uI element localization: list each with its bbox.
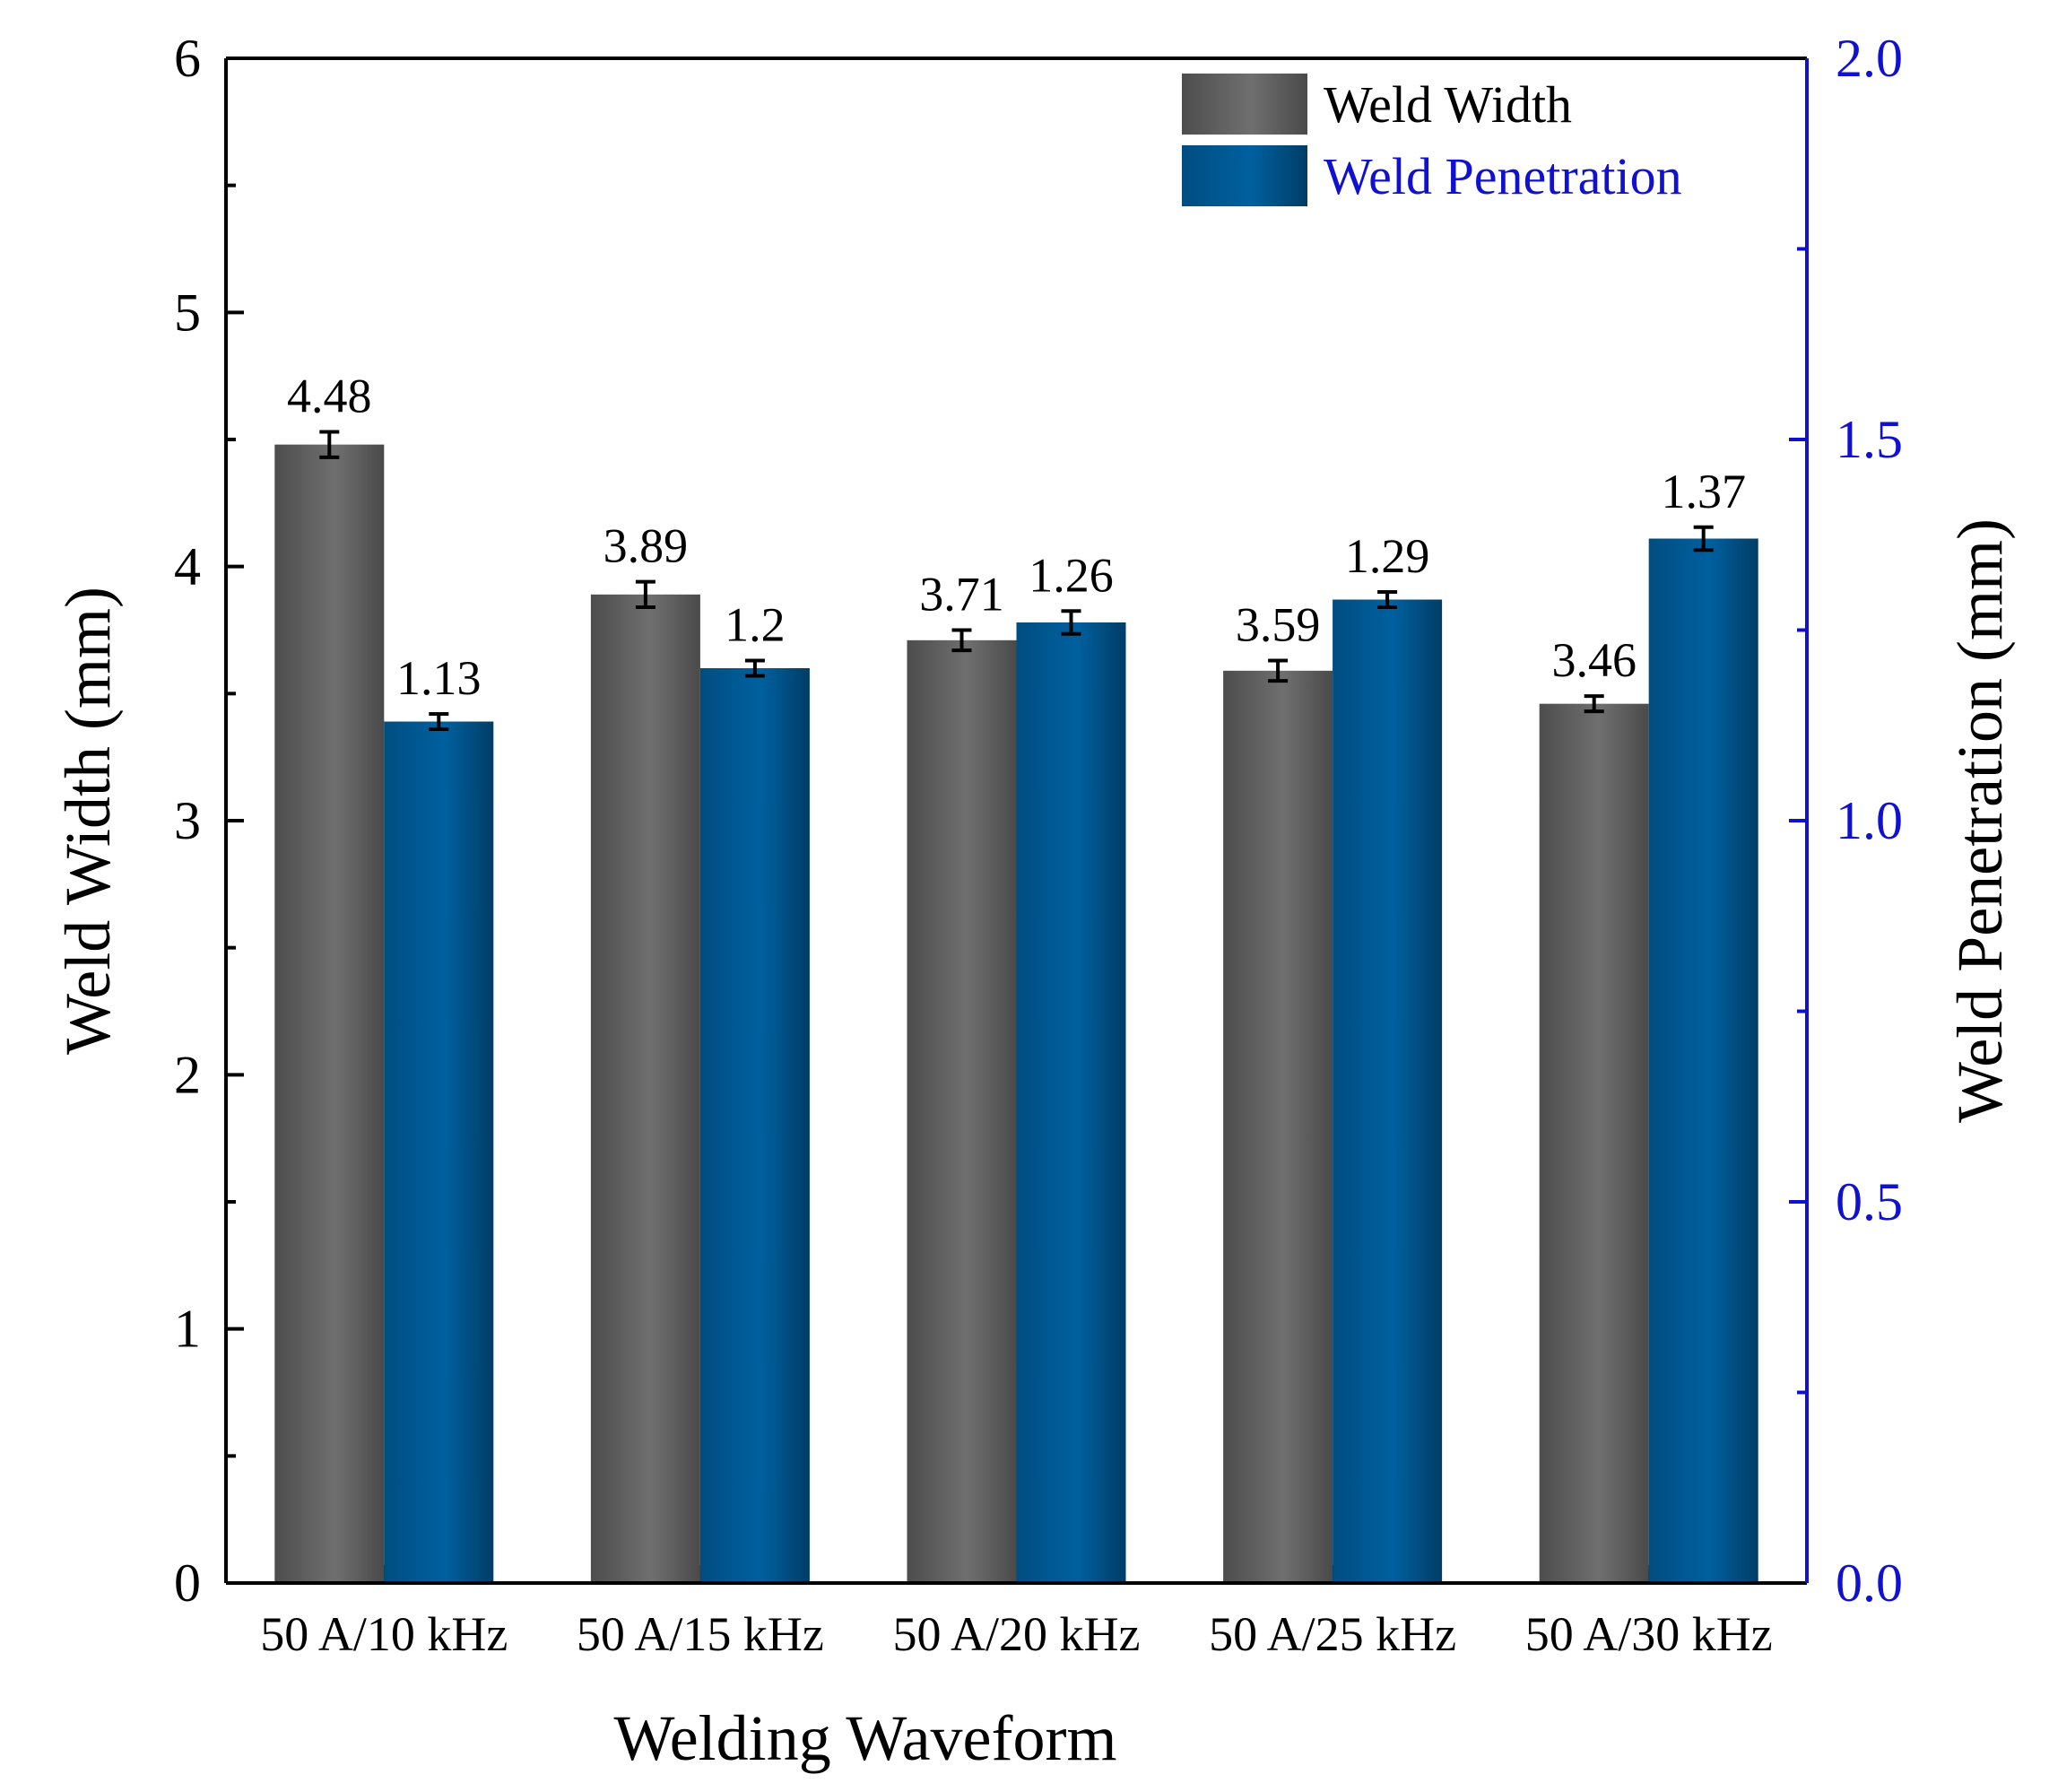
- category-label: 50 A/20 kHz: [893, 1607, 1141, 1661]
- legend-label-weld-width: Weld Width: [1324, 75, 1572, 134]
- data-label-weld-penetration: 1.37: [1661, 465, 1746, 518]
- data-label-weld-penetration: 1.2: [725, 598, 786, 652]
- bar-weld-width: [590, 594, 700, 1584]
- bar-weld-width: [1539, 703, 1649, 1583]
- data-label-weld-penetration: 1.26: [1029, 548, 1114, 602]
- category-label: 50 A/25 kHz: [1209, 1607, 1456, 1661]
- category-label: 50 A/15 kHz: [577, 1607, 824, 1661]
- bar-weld-penetration: [1333, 599, 1443, 1583]
- legend-swatch-weld-penetration: [1182, 145, 1307, 206]
- category-label: 50 A/30 kHz: [1525, 1607, 1773, 1661]
- data-label-weld-penetration: 1.13: [396, 651, 482, 705]
- bar-weld-width: [1223, 670, 1333, 1583]
- bar-weld-width: [907, 639, 1017, 1584]
- data-label-weld-width: 3.46: [1551, 633, 1637, 687]
- left-tick-label: 3: [174, 791, 201, 850]
- x-axis-title: Welding Waveform: [614, 1702, 1117, 1774]
- data-label-weld-width: 3.71: [919, 568, 1004, 622]
- left-tick-label: 4: [174, 537, 201, 596]
- y-axis-title-right: Weld Penetration (mm): [1944, 518, 2016, 1123]
- right-tick-label: 0.0: [1836, 1553, 1903, 1613]
- right-tick-labels: 0.0 0.5 1.0 1.5 2.0: [1836, 29, 1903, 1613]
- legend: Weld Width Weld Penetration: [1182, 74, 1682, 206]
- bar-weld-penetration: [1648, 538, 1758, 1583]
- data-label-weld-width: 3.89: [603, 519, 689, 573]
- y-axis-title-left: Weld Width (mm): [52, 587, 124, 1055]
- right-tick-label: 0.5: [1836, 1172, 1903, 1231]
- right-tick-label: 1.0: [1836, 791, 1903, 850]
- bar-weld-penetration: [699, 668, 810, 1583]
- left-tick-label: 6: [174, 29, 201, 88]
- bar-weld-width: [274, 444, 385, 1584]
- data-label-weld-penetration: 1.29: [1345, 529, 1430, 583]
- data-labels: 4.48 1.13 3.89 1.2 3.71 1.26 3.59 1.29 3.46 1.37: [287, 370, 1746, 706]
- category-label: 50 A/10 kHz: [260, 1607, 508, 1661]
- error-bars: [319, 430, 1714, 731]
- legend-label-weld-penetration: Weld Penetration: [1324, 147, 1682, 205]
- data-label-weld-width: 4.48: [287, 370, 372, 423]
- left-tick-label: 1: [174, 1300, 201, 1359]
- legend-swatch-weld-width: [1182, 74, 1307, 135]
- bar-weld-penetration: [1016, 622, 1126, 1583]
- right-tick-label: 2.0: [1836, 29, 1903, 88]
- left-tick-label: 0: [174, 1553, 201, 1613]
- left-tick-labels: 0 1 2 3 4 5 6: [174, 29, 201, 1613]
- left-tick-label: 2: [174, 1045, 201, 1104]
- right-tick-label: 1.5: [1836, 410, 1903, 469]
- bar-weld-penetration: [384, 721, 494, 1583]
- category-labels: 50 A/10 kHz 50 A/15 kHz 50 A/20 kHz 50 A/25…: [260, 1607, 1772, 1661]
- left-tick-label: 5: [174, 283, 201, 342]
- data-label-weld-width: 3.59: [1236, 598, 1321, 652]
- bars: [274, 444, 1758, 1584]
